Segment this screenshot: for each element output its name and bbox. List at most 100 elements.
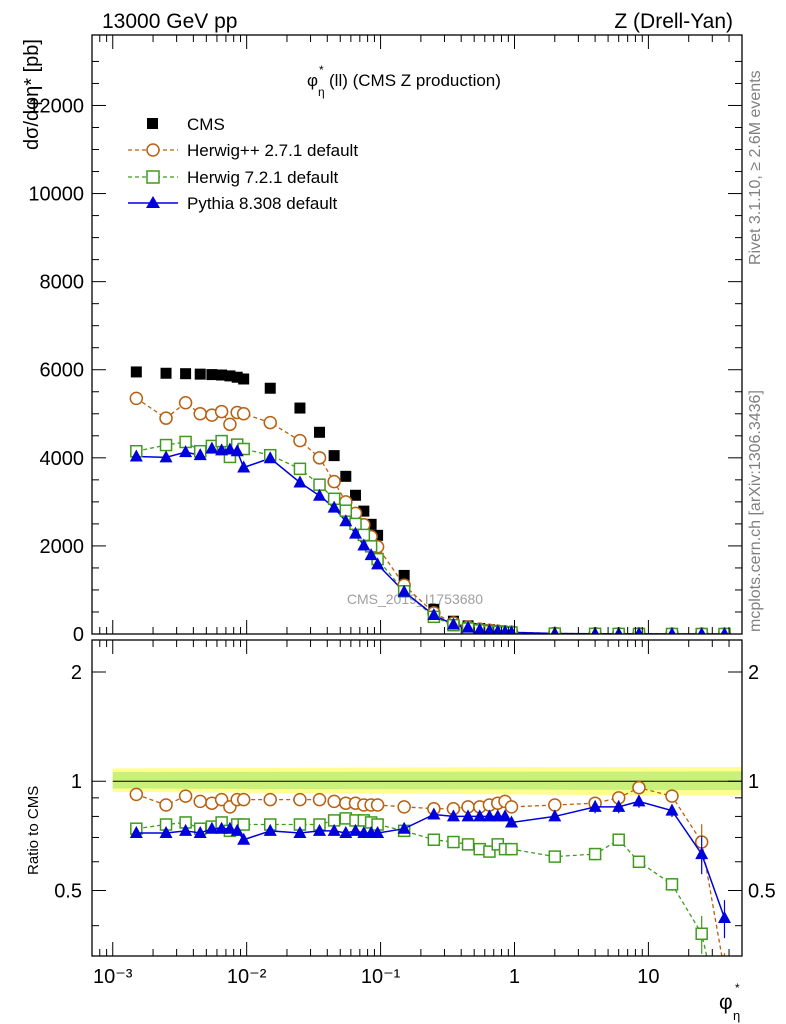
ratio-point-herwigpp	[504, 800, 519, 814]
main-point-cms	[224, 370, 236, 382]
ratio-point-herwig7	[665, 878, 679, 891]
x-axis-label: φ * η	[719, 981, 740, 1023]
main-point-cms	[328, 450, 340, 462]
ratio-point-pythia	[695, 847, 709, 860]
plot-title-phi: φ	[307, 71, 318, 90]
ratio-point-herwigpp	[129, 787, 144, 802]
legend-label-herwigpp: Herwig++ 2.7.1 default	[187, 141, 358, 160]
x-tick-label: 1	[509, 966, 520, 988]
main-point-pythia	[129, 449, 143, 462]
ratio-point-herwig7	[505, 842, 518, 856]
ratio-point-pythia	[427, 807, 441, 820]
ratio-point-herwigpp	[178, 789, 193, 803]
svg-text:dσ/dφη* [pb]: dσ/dφη* [pb]	[21, 39, 43, 150]
ratio-point-pythia	[230, 823, 244, 836]
main-frame	[91, 34, 743, 635]
ratio-ytick-label-left: 2	[71, 662, 82, 684]
ratio-point-pythia	[397, 821, 411, 834]
ratio-point-pythia	[612, 799, 626, 812]
main-point-cms	[216, 369, 228, 381]
ratio-point-herwig7	[483, 845, 496, 858]
main-point-pythia	[364, 548, 378, 561]
main-ytick-label: 12000	[28, 95, 84, 117]
main-ytick-label: 10000	[28, 184, 84, 206]
main-point-pythia	[668, 626, 676, 634]
legend-marker-pythia	[146, 196, 160, 208]
ratio-point-herwig7	[588, 847, 602, 861]
header-right-label: Z (Drell-Yan)	[614, 10, 733, 33]
ratio-point-herwigpp	[397, 800, 411, 814]
main-point-pythia	[483, 623, 496, 634]
ratio-point-pythia	[473, 809, 487, 822]
main-point-pythia	[230, 444, 244, 457]
ratio-point-herwig7	[237, 818, 250, 831]
ratio-axes: 0.5 0.5 1 1 2 2 10⁻³ 10⁻² 10⁻¹ 1 10	[54, 639, 776, 988]
watermark-label: CMS_2019_I1753680	[347, 591, 483, 607]
ratio-point-herwigpp	[236, 792, 251, 807]
legend-label-pythia: Pythia 8.308 default	[187, 194, 338, 213]
main-point-pythia	[506, 625, 517, 634]
x-tick-label: 10⁻²	[227, 966, 267, 988]
ratio-point-pythia	[482, 809, 496, 822]
main-point-pythia	[357, 538, 371, 551]
mcplots-label: mcplots.cern.ch [arXiv:1306.3436]	[747, 390, 764, 632]
ratio-y-axis-label: Ratio to CMS	[25, 786, 42, 875]
ratio-series-group	[129, 780, 731, 956]
main-point-cms	[160, 367, 172, 379]
ratio-point-pythia	[339, 826, 353, 839]
ratio-point-herwig7	[427, 833, 441, 846]
ratio-point-pythia	[461, 809, 475, 822]
main-point-pythia	[349, 526, 363, 539]
ratio-point-pythia	[665, 803, 679, 816]
ratio-point-herwigpp	[370, 798, 385, 812]
main-point-cms	[314, 426, 326, 438]
legend-label-cms: CMS	[187, 115, 225, 134]
header-left-label: 13000 GeV pp	[102, 10, 237, 33]
ratio-ytick-label-right: 2	[748, 662, 759, 684]
ratio-point-herwig7	[447, 835, 460, 849]
main-y-axis-label: dσ/dφη* [pb]	[21, 39, 43, 150]
main-point-pythia	[427, 608, 441, 621]
main-axes: 0 2000 4000 6000 8000 10000 12000	[28, 34, 743, 646]
main-point-herwig7	[293, 462, 307, 476]
main-point-herwigpp	[193, 407, 207, 421]
ratio-point-pythia	[588, 799, 602, 812]
main-ytick-label: 0	[73, 624, 84, 646]
main-point-pythia	[293, 475, 307, 488]
svg-text:Ratio to CMS: Ratio to CMS	[25, 786, 42, 875]
ratio-point-pythia	[205, 821, 219, 834]
ratio-ytick-label-right: 1	[748, 771, 759, 793]
main-point-cms	[180, 368, 192, 380]
main-point-pythia	[461, 620, 475, 633]
plot-title-star: *	[319, 63, 324, 77]
main-point-herwigpp	[214, 404, 229, 419]
legend-label-herwig7: Herwig 7.2.1 default	[187, 168, 338, 187]
ratio-point-pythia	[179, 823, 193, 836]
main-point-herwigpp	[312, 451, 327, 465]
ratio-point-pythia	[193, 826, 207, 839]
x-tick-label: 10	[637, 966, 659, 988]
svg-text:η: η	[733, 1008, 740, 1023]
main-point-pythia	[205, 441, 219, 454]
main-point-herwigpp	[327, 474, 341, 489]
ratio-point-pythia	[371, 826, 385, 839]
main-point-cms	[231, 371, 243, 383]
main-point-cms	[194, 368, 206, 380]
main-point-pythia	[697, 626, 706, 634]
ratio-point-herwigpp	[665, 789, 679, 803]
main-point-cms	[264, 382, 276, 394]
ratio-point-herwig7	[632, 855, 646, 869]
main-point-pythia	[223, 442, 237, 455]
plot-title-rest: (ll) (CMS Z production)	[329, 71, 501, 90]
ratio-point-pythia	[717, 910, 731, 923]
main-point-cms	[350, 489, 362, 501]
main-ytick-label: 4000	[40, 448, 85, 470]
ratio-point-pythia	[505, 815, 519, 828]
ratio-plot-area	[112, 766, 742, 796]
main-point-pythia	[371, 557, 385, 570]
main-ytick-label: 8000	[40, 272, 85, 294]
legend-marker-herwig7	[146, 170, 160, 184]
rivet-version-label: Rivet 3.1.10, ≥ 2.6M events	[747, 70, 764, 265]
main-point-pythia	[473, 622, 486, 634]
ratio-point-pythia	[237, 832, 251, 845]
